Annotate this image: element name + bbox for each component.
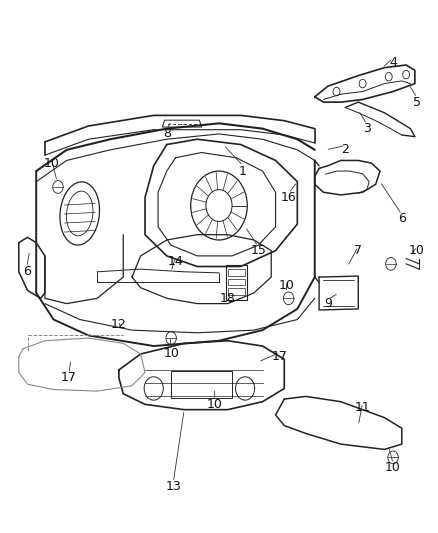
Text: 10: 10 [409,244,425,257]
Text: 16: 16 [281,191,297,204]
Bar [171,372,232,398]
Text: 7: 7 [354,244,362,257]
Text: 11: 11 [355,400,371,414]
Text: 1: 1 [239,165,247,177]
Text: 10: 10 [279,279,294,292]
Bar [228,288,245,295]
Text: 15: 15 [250,244,266,257]
Text: 12: 12 [111,318,127,332]
Text: 18: 18 [220,292,236,305]
Text: 10: 10 [207,398,223,411]
Text: 10: 10 [163,348,179,360]
Text: 17: 17 [272,350,288,363]
Text: 10: 10 [385,462,401,474]
Text: 17: 17 [61,372,77,384]
Text: 6: 6 [24,265,32,278]
Text: 5: 5 [413,95,421,109]
Bar [226,265,247,300]
Text: 13: 13 [166,480,181,493]
Text: 8: 8 [163,127,171,140]
Text: 10: 10 [43,157,60,169]
Text: 2: 2 [341,143,349,156]
Text: 14: 14 [168,255,184,268]
Bar [228,279,245,285]
Text: 3: 3 [363,122,371,135]
Text: 6: 6 [398,212,406,225]
Text: 4: 4 [389,56,397,69]
Bar [228,269,245,276]
Text: 9: 9 [324,297,332,310]
